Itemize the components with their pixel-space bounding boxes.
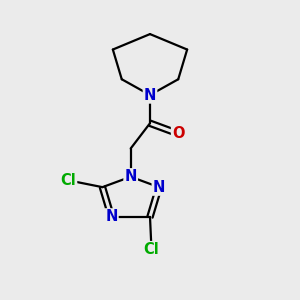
- Text: O: O: [172, 126, 184, 141]
- Text: N: N: [105, 209, 118, 224]
- Text: Cl: Cl: [60, 173, 76, 188]
- Text: Cl: Cl: [144, 242, 159, 257]
- Text: N: N: [153, 180, 165, 195]
- Text: N: N: [124, 169, 137, 184]
- Text: N: N: [144, 88, 156, 103]
